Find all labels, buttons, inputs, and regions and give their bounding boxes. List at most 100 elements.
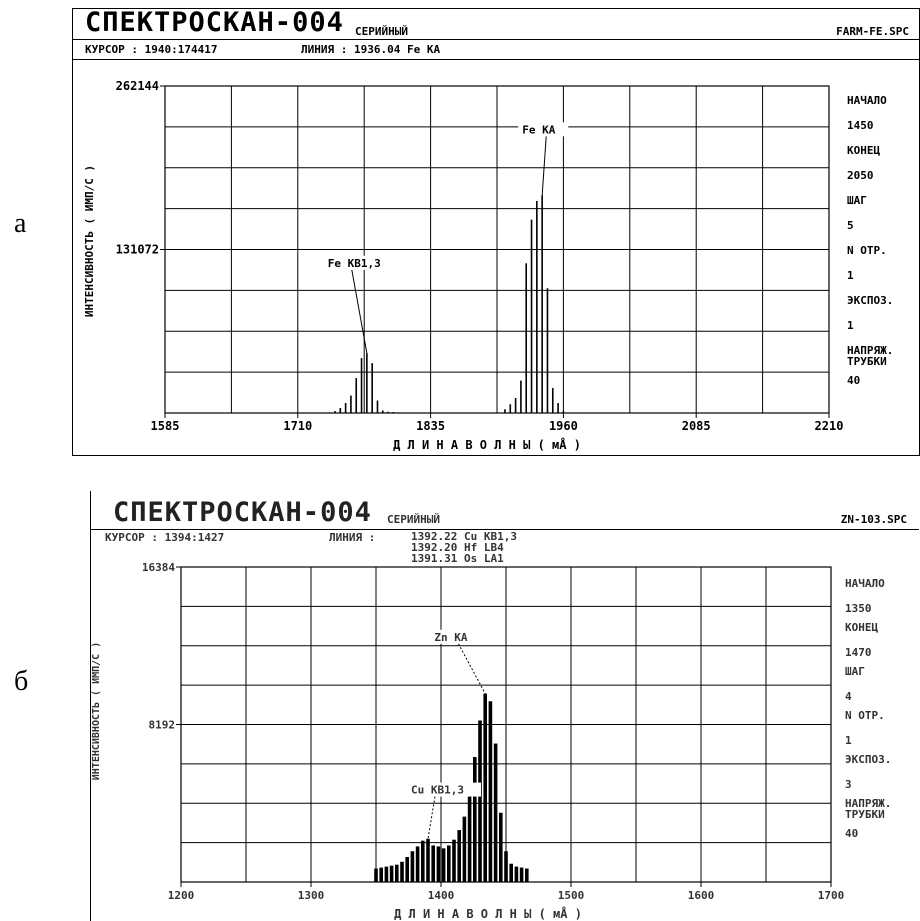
panel-b-param-value: 3	[845, 778, 852, 791]
panel-b-x-tick-label: 1500	[558, 889, 585, 902]
panel-b-bar	[389, 865, 394, 882]
panel-a-x-tick-label: 1960	[549, 419, 578, 433]
panel-a-param-value: 1	[847, 319, 854, 332]
panel-b-param-label: ШАГ	[845, 665, 865, 678]
panel-a-title: СПЕКТРОСКАН-004	[85, 7, 344, 38]
panel-a-x-axis-label: Д Л И Н А В О Л Н Ы ( мÅ )	[393, 437, 581, 452]
panel-b-bar	[426, 838, 430, 882]
panel-a-annotation-label: Fe KA	[522, 123, 555, 136]
panel-a-bar	[557, 403, 559, 413]
panel-b-line-id-1: 1392.22 Cu KB1,3	[411, 530, 517, 543]
panel-b-bar	[436, 846, 441, 882]
panel-b-bar	[483, 693, 487, 882]
panel-a-bar	[530, 219, 533, 413]
panel-b-x-tick-label: 1700	[818, 889, 845, 902]
panel-b-bar	[441, 848, 446, 882]
panel-a-y-tick-label: 262144	[116, 79, 159, 93]
panel-b-bar	[415, 846, 420, 882]
panel-b-bar	[514, 866, 519, 882]
panel-b-param-label: ТРУБКИ	[845, 808, 885, 821]
panel-b-bar	[488, 701, 493, 882]
panel-a-params: НАЧАЛО 1450 КОНЕЦ 2050 ШАГ 5 N ОТР. 1 ЭКСПОЗ. 1 НА…	[847, 94, 893, 387]
panel-a-bar	[360, 358, 363, 413]
panel-a-param-label: ЭКСПОЗ.	[847, 294, 893, 307]
panel-b-bar	[447, 845, 451, 882]
panel-a-mode: СЕРИЙНЫЙ	[355, 25, 408, 38]
panel-a-param-label: КОНЕЦ	[847, 144, 880, 157]
panel-a-annotation-bg	[518, 122, 569, 137]
panel-b-param-value: 40	[845, 827, 858, 840]
panel-b-bar	[421, 840, 425, 882]
panel-b-axes: 1200 1300 1400 1500 1600 1700 8192 16384	[142, 561, 844, 902]
panel-b-cursor-readout: КУРСОР : 1394:1427	[105, 531, 225, 544]
panel-b-param-label: НАПРЯЖ.	[845, 797, 891, 810]
panel-a-bar	[525, 263, 528, 413]
panel-a-info-rule	[73, 59, 919, 60]
panel-b-x-tick-label: 1200	[168, 889, 195, 902]
panel-a-file: FARM-FE.SPC	[836, 25, 909, 38]
panel-a-param-label: НАЧАЛО	[847, 94, 887, 107]
panel-b-grid	[181, 567, 831, 882]
panel-b-annotation-bg	[407, 782, 481, 797]
panel-a-bar	[366, 353, 368, 413]
panel-b-bar	[473, 757, 477, 882]
panel-b-header-rule	[91, 529, 919, 530]
panel-b-bar	[384, 866, 389, 882]
panel-a-param-value: 5	[847, 219, 854, 232]
panel-b-bar	[431, 845, 435, 882]
panel-b-annotations: Zn KA Cu KB1,3	[407, 629, 486, 839]
panel-a-axes: 1585 1710 1835 1960 2085 2210 131072 262144	[116, 79, 844, 433]
panel-b-bar	[395, 864, 399, 882]
panel-b-bar	[519, 867, 524, 882]
panel-a-bar	[551, 388, 554, 413]
panel-b-chart: Zn KA Cu KB1,3 1200 1300 1400 1500 1600 1700 81…	[91, 561, 891, 921]
panel-a-x-tick-label: 1585	[151, 419, 180, 433]
panel-a: СПЕКТРОСКАН-004 СЕРИЙНЫЙ FARM-FE.SPC КУР…	[72, 7, 920, 456]
panel-b-param-value: 1	[845, 734, 852, 747]
panel-b-bar	[457, 830, 461, 882]
panel-a-bar	[339, 408, 342, 413]
panel-a-bar	[371, 363, 373, 413]
panel-a-bar	[355, 378, 358, 413]
panel-b-mode: СЕРИЙНЫЙ	[387, 513, 440, 526]
panel-a-bar	[504, 409, 506, 413]
panel-b-param-label: ЭКСПОЗ.	[845, 753, 891, 766]
panel-b-x-tick-label: 1400	[428, 889, 455, 902]
panel-b-file: ZN-103.SPC	[840, 513, 907, 526]
panel-a-y-axis-label: ИНТЕНСИВНОСТЬ ( ИМП/С )	[83, 165, 96, 317]
panel-b-bar	[525, 868, 529, 882]
panel-a-param-value: 2050	[847, 169, 874, 182]
panel-a-annotation-bg	[323, 255, 398, 270]
panel-a-bar	[520, 380, 522, 413]
panel-b-param-value: 4	[845, 690, 852, 703]
panel-b-x-axis-label: Д Л И Н А В О Л Н Ы ( мÅ )	[394, 906, 582, 921]
panel-a-bar	[376, 400, 379, 413]
panel-a-x-tick-label: 2085	[682, 419, 711, 433]
panel-a-param-label: N ОТР.	[847, 244, 887, 257]
panel-a-param-label: ШАГ	[847, 194, 867, 207]
panel-a-bar	[541, 195, 543, 413]
panel-b-bar	[467, 791, 472, 882]
panel-b-bar	[379, 867, 383, 882]
panel-a-chart: Fe KA Fe KB1,3 1585 1710 1835 1960 2085 2210 13…	[83, 79, 893, 452]
panel-b-param-label: N ОТР.	[845, 709, 885, 722]
panel-a-bar	[546, 288, 549, 413]
panel-b-param-value: 1470	[845, 646, 872, 659]
panel-a-bar	[381, 410, 384, 413]
panel-a-x-tick-label: 1710	[283, 419, 312, 433]
panel-a-y-tick-label: 131072	[116, 243, 159, 257]
panel-b-bar	[509, 863, 513, 882]
panel-a-bar	[334, 411, 336, 413]
panel-a-cursor-readout: КУРСОР : 1940:174417	[85, 43, 218, 56]
panel-b-letter: б	[14, 666, 29, 697]
panel-a-letter: а	[14, 208, 27, 239]
panel-b-title: СПЕКТРОСКАН-004	[113, 497, 372, 528]
panel-a-x-tick-label: 1835	[416, 419, 445, 433]
panel-b-y-tick-label: 8192	[149, 719, 176, 732]
panel-a-param-label: ТРУБКИ	[847, 355, 887, 368]
panel-a-bar	[387, 411, 389, 413]
panel-b-bar	[499, 812, 503, 882]
panel-a-bar	[514, 398, 517, 413]
panel-b-bar	[400, 861, 404, 882]
panel-b-annotation-bg	[430, 629, 481, 644]
